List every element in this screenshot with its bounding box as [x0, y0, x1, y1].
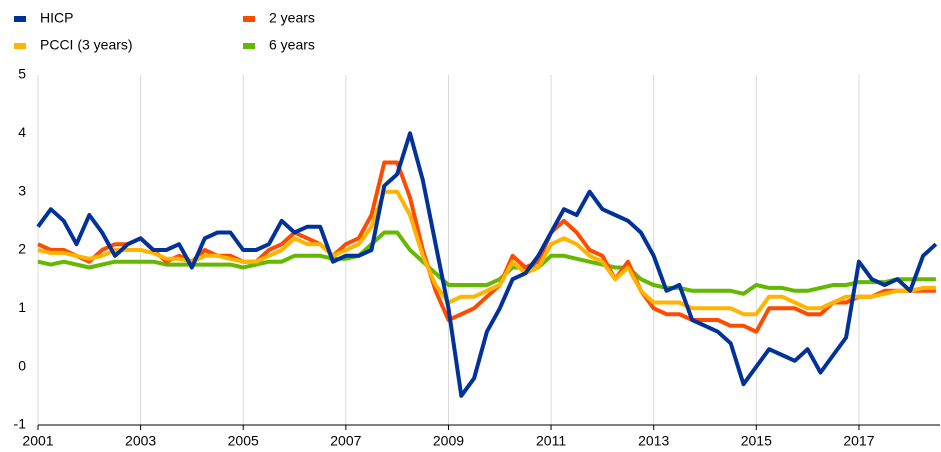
x-tick-label: 2005 — [228, 433, 259, 449]
line-series — [36, 131, 938, 398]
legend-label: HICP — [40, 10, 73, 26]
y-tick-label: -1 — [14, 416, 27, 432]
y-tick-label: 0 — [18, 357, 26, 373]
x-tick-label: 2007 — [330, 433, 361, 449]
legend-label: PCCI (3 years) — [40, 37, 133, 53]
x-tick-label: 2015 — [741, 433, 772, 449]
x-tick-label: 2017 — [843, 433, 874, 449]
y-tick-label: 3 — [18, 182, 26, 198]
y-tick-label: 2 — [18, 241, 26, 257]
y-tick-label: 4 — [18, 124, 26, 140]
legend-swatch — [14, 16, 26, 22]
x-tick-label: 2013 — [638, 433, 669, 449]
x-tick-label: 2001 — [22, 433, 53, 449]
legend-label: 6 years — [269, 37, 315, 53]
line-series — [37, 230, 936, 296]
x-tick-label: 2011 — [536, 433, 566, 449]
legend-swatch — [243, 43, 255, 49]
y-tick-label: 1 — [18, 299, 26, 315]
legend-label: 2 years — [269, 10, 315, 26]
x-tick-label: 2009 — [433, 433, 464, 449]
legend-swatch — [243, 16, 255, 22]
y-tick-label: 5 — [18, 66, 26, 82]
x-tick-label: 2003 — [125, 433, 156, 449]
legend-swatch — [14, 43, 26, 49]
